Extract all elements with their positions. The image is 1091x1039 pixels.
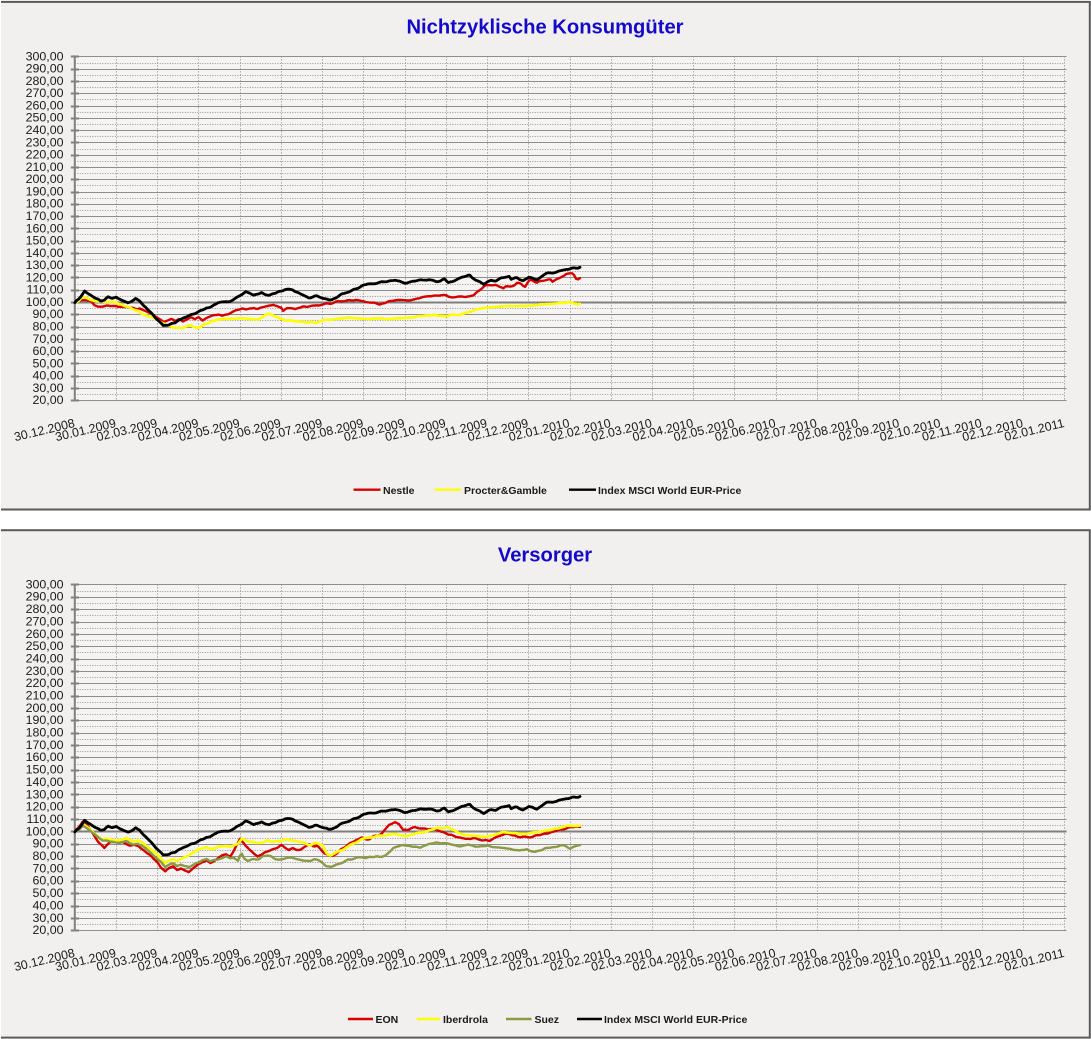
svg-text:160,00: 160,00 [26, 221, 64, 235]
svg-text:200,00: 200,00 [26, 172, 64, 186]
svg-text:250,00: 250,00 [26, 639, 64, 653]
svg-text:100,00: 100,00 [26, 824, 64, 838]
svg-text:120,00: 120,00 [26, 800, 64, 814]
svg-text:250,00: 250,00 [26, 111, 64, 125]
svg-text:60,00: 60,00 [32, 344, 63, 358]
svg-text:190,00: 190,00 [26, 184, 64, 198]
svg-text:70,00: 70,00 [32, 861, 63, 875]
svg-text:200,00: 200,00 [26, 701, 64, 715]
svg-text:140,00: 140,00 [26, 775, 64, 789]
svg-text:180,00: 180,00 [26, 726, 64, 740]
svg-text:230,00: 230,00 [26, 135, 64, 149]
svg-text:70,00: 70,00 [32, 332, 63, 346]
svg-text:20,00: 20,00 [32, 923, 63, 937]
svg-text:210,00: 210,00 [26, 160, 64, 174]
svg-text:20,00: 20,00 [32, 393, 63, 407]
svg-text:280,00: 280,00 [26, 74, 64, 88]
svg-text:50,00: 50,00 [32, 356, 63, 370]
svg-text:EON: EON [376, 1014, 399, 1026]
svg-text:190,00: 190,00 [26, 713, 64, 727]
svg-text:260,00: 260,00 [26, 98, 64, 112]
svg-text:Index MSCI World EUR-Price: Index MSCI World EUR-Price [598, 485, 741, 497]
svg-text:260,00: 260,00 [26, 627, 64, 641]
svg-text:160,00: 160,00 [26, 750, 64, 764]
svg-text:240,00: 240,00 [26, 652, 64, 666]
svg-text:60,00: 60,00 [32, 874, 63, 888]
svg-text:300,00: 300,00 [26, 49, 64, 63]
svg-text:90,00: 90,00 [32, 307, 63, 321]
svg-text:110,00: 110,00 [27, 283, 64, 297]
svg-text:230,00: 230,00 [26, 664, 64, 678]
svg-text:Nestle: Nestle [383, 485, 415, 497]
svg-text:170,00: 170,00 [26, 209, 64, 223]
svg-text:50,00: 50,00 [32, 886, 63, 900]
svg-text:80,00: 80,00 [32, 849, 63, 863]
svg-text:100,00: 100,00 [26, 295, 64, 309]
svg-text:130,00: 130,00 [26, 787, 64, 801]
svg-text:150,00: 150,00 [26, 234, 64, 248]
svg-text:Iberdrola: Iberdrola [443, 1014, 488, 1026]
svg-text:180,00: 180,00 [26, 197, 64, 211]
svg-text:270,00: 270,00 [26, 86, 64, 100]
svg-text:Procter&Gamble: Procter&Gamble [464, 485, 547, 497]
svg-text:Index MSCI World EUR-Price: Index MSCI World EUR-Price [604, 1014, 747, 1026]
svg-text:90,00: 90,00 [32, 837, 63, 851]
svg-text:Nichtzyklische Konsumgüter: Nichtzyklische Konsumgüter [406, 17, 683, 39]
svg-text:80,00: 80,00 [32, 320, 63, 334]
svg-text:40,00: 40,00 [32, 898, 63, 912]
svg-text:130,00: 130,00 [26, 258, 64, 272]
svg-text:30,00: 30,00 [32, 381, 63, 395]
svg-text:290,00: 290,00 [26, 62, 64, 76]
svg-text:Suez: Suez [535, 1014, 560, 1026]
svg-text:280,00: 280,00 [26, 602, 64, 616]
svg-text:300,00: 300,00 [26, 577, 64, 591]
svg-text:120,00: 120,00 [26, 270, 64, 284]
svg-text:270,00: 270,00 [26, 614, 64, 628]
svg-text:30,00: 30,00 [32, 911, 63, 925]
svg-text:170,00: 170,00 [26, 738, 64, 752]
svg-text:290,00: 290,00 [26, 590, 64, 604]
svg-text:Versorger: Versorger [498, 545, 592, 567]
svg-text:110,00: 110,00 [27, 812, 64, 826]
svg-text:140,00: 140,00 [26, 246, 64, 260]
svg-text:220,00: 220,00 [26, 148, 64, 162]
svg-text:220,00: 220,00 [26, 676, 64, 690]
svg-text:240,00: 240,00 [26, 123, 64, 137]
svg-text:40,00: 40,00 [32, 369, 63, 383]
svg-text:210,00: 210,00 [26, 689, 64, 703]
svg-text:150,00: 150,00 [26, 763, 64, 777]
